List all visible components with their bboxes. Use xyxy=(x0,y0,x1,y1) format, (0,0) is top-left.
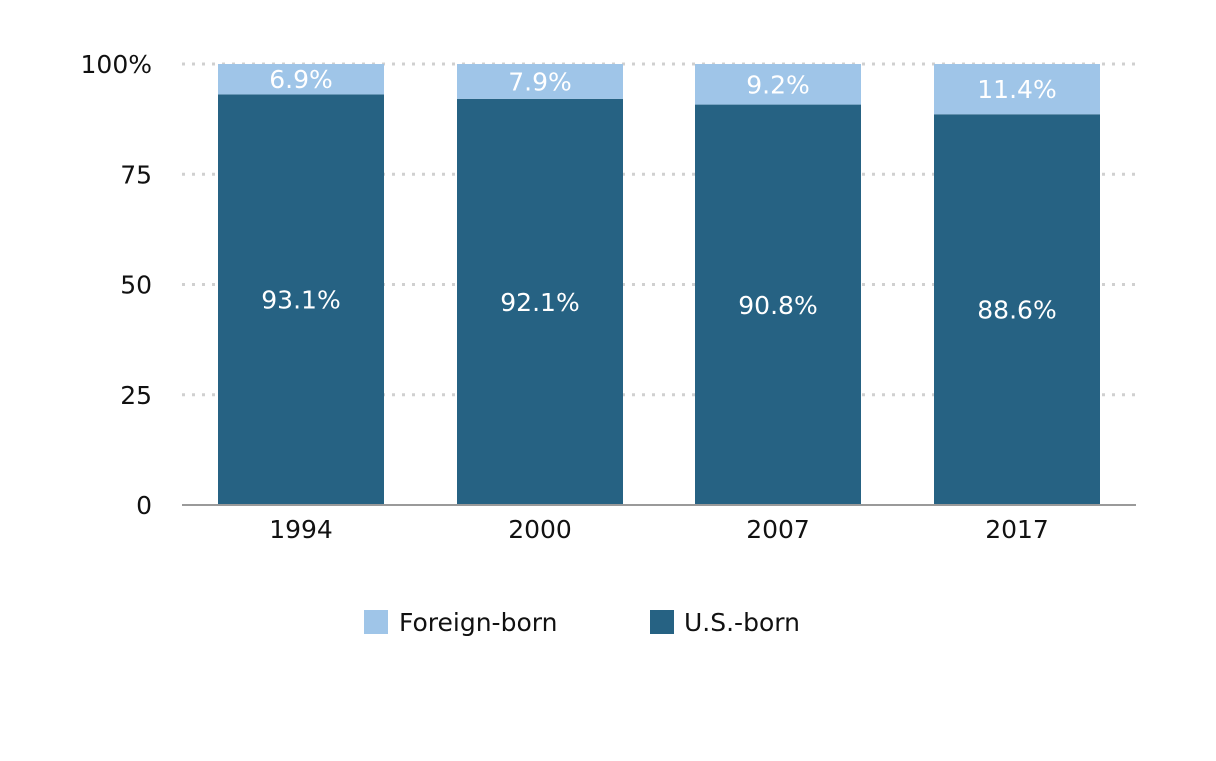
legend-label-u-s-born: U.S.-born xyxy=(684,608,800,637)
data-label: 7.9% xyxy=(508,67,572,96)
data-label: 88.6% xyxy=(977,296,1056,325)
bar-foreign-born-2007 xyxy=(695,64,861,105)
bar-foreign-born-2000 xyxy=(457,64,623,99)
legend-swatch-u-s-born xyxy=(650,610,674,634)
bar-u-s-born-2000 xyxy=(457,98,623,506)
data-labels: 93.1% 6.9% 92.1% 7.9% 90.8% 9.2% 88.6% 11.4% xyxy=(261,65,1056,324)
legend-label-foreign-born: Foreign-born xyxy=(399,608,557,637)
x-axis-ticks: 1994 2000 2007 2017 xyxy=(269,515,1049,544)
bars xyxy=(218,64,1100,506)
data-label: 9.2% xyxy=(746,70,810,99)
bar-foreign-born-1994 xyxy=(218,64,384,95)
legend: Foreign-born U.S.-born xyxy=(364,608,800,637)
bar-foreign-born-2017 xyxy=(934,64,1100,115)
y-tick-label: 0 xyxy=(136,491,152,520)
y-tick-label: 50 xyxy=(120,271,152,300)
bar-u-s-born-2017 xyxy=(934,114,1100,506)
data-label: 93.1% xyxy=(261,286,340,315)
y-tick-label: 75 xyxy=(120,160,152,189)
bar-u-s-born-1994 xyxy=(218,94,384,505)
x-tick-label: 1994 xyxy=(269,515,333,544)
legend-swatch-foreign-born xyxy=(364,610,388,634)
y-tick-label: 25 xyxy=(120,381,152,410)
data-label: 90.8% xyxy=(738,291,817,320)
x-tick-label: 2000 xyxy=(508,515,572,544)
data-label: 6.9% xyxy=(269,65,333,94)
data-label: 92.1% xyxy=(500,288,579,317)
x-tick-label: 2007 xyxy=(746,515,810,544)
y-axis-ticks: 0 25 50 75 100% xyxy=(81,50,152,520)
y-tick-label: 100% xyxy=(81,50,152,79)
data-label: 11.4% xyxy=(977,75,1056,104)
bar-u-s-born-2007 xyxy=(695,104,861,506)
x-tick-label: 2017 xyxy=(985,515,1049,544)
